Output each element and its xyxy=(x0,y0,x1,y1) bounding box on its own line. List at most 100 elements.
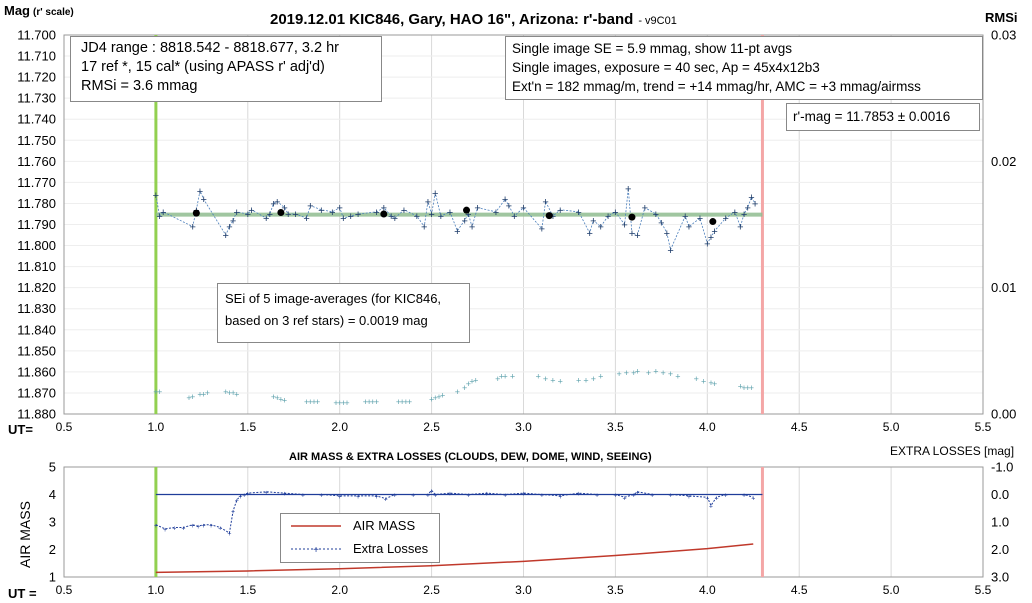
legend-extra-losses-marker: + xyxy=(313,545,319,556)
single-image-point: + xyxy=(230,215,236,227)
single-image-point: + xyxy=(447,207,453,219)
rmsi-point: + xyxy=(311,397,316,407)
rmsi-point: + xyxy=(712,379,717,389)
rmsi-point: + xyxy=(315,397,320,407)
single-image-point: + xyxy=(752,198,758,210)
bottom-x-tick-label: 2.5 xyxy=(423,583,440,597)
single-image-point: + xyxy=(438,211,444,223)
extra-losses-point: + xyxy=(374,494,378,501)
bottom-y-tick-label: 2 xyxy=(49,542,56,557)
rmsi-point: + xyxy=(495,374,500,384)
single-image-point: + xyxy=(303,213,309,225)
rmsi-point: + xyxy=(701,377,706,387)
rmsi-text: RMSi = 3.6 mmag xyxy=(81,78,198,94)
single-image-point: + xyxy=(708,232,714,244)
top-chart-title: 2019.12.01 KIC846, Gary, HAO 16", Arizon… xyxy=(270,11,677,28)
top-y-tick-label: 11.870 xyxy=(17,385,56,400)
single-image-point: + xyxy=(234,207,240,219)
single-image-point: + xyxy=(511,211,517,223)
extra-losses-point: + xyxy=(595,493,599,500)
rmsi-point: + xyxy=(455,387,460,397)
single-image-point: + xyxy=(285,209,291,221)
single-image-point: + xyxy=(392,213,398,225)
bottom-y2-axis-label: EXTRA LOSSES [mag] xyxy=(890,444,1014,458)
rmsi-point: + xyxy=(473,375,478,385)
rmsi-point: + xyxy=(510,372,515,382)
bottom-x-tick-label: 3.0 xyxy=(515,583,532,597)
rmsi-point: + xyxy=(502,372,507,382)
average-point xyxy=(192,209,200,217)
bottom-x-axis-label: UT = xyxy=(8,586,37,601)
single-image-point: + xyxy=(307,201,313,213)
extra-losses-point: + xyxy=(238,494,242,501)
top-y2-tick-label: 0.02 xyxy=(991,154,1016,169)
extra-losses-point: + xyxy=(246,491,250,498)
single-image-point: + xyxy=(160,207,166,219)
single-image-point: + xyxy=(274,196,280,208)
extra-losses-point: + xyxy=(751,495,755,502)
exposure-text: Single images, exposure = 40 sec, Ap = 4… xyxy=(512,60,820,75)
extra-losses-point: + xyxy=(227,531,231,538)
jd-range-text: JD4 range : 8818.542 - 8818.677, 3.2 hr xyxy=(81,40,339,56)
extra-losses-point: + xyxy=(448,491,452,498)
extra-losses-point: + xyxy=(242,493,246,500)
rmsi-point: + xyxy=(370,397,375,407)
rmsi-point: + xyxy=(374,397,379,407)
rmsi-point: + xyxy=(337,398,342,408)
top-y-tick-label: 11.750 xyxy=(17,133,56,148)
top-x-tick-label: 2.5 xyxy=(423,420,440,434)
single-image-point: + xyxy=(465,209,471,221)
single-image-point: + xyxy=(461,215,467,227)
single-image-point: + xyxy=(318,205,324,217)
rmsi-point: + xyxy=(205,388,210,398)
top-x-tick-label: 5.5 xyxy=(975,420,992,434)
ref-stars-text: 17 ref *, 15 cal* (using APASS r' adj'd) xyxy=(81,59,325,75)
rmsi-point: + xyxy=(591,374,596,384)
single-image-point: + xyxy=(642,203,648,215)
rmsi-point: + xyxy=(363,397,368,407)
top-y-tick-label: 11.790 xyxy=(17,217,56,232)
top-chart-title-suffix: - v9C01 xyxy=(638,15,677,27)
single-image-point: + xyxy=(741,209,747,221)
top-y-tick-label: 11.770 xyxy=(17,175,56,190)
bottom-x-tick-label: 5.5 xyxy=(975,583,992,597)
bottom-y-tick-label: 1 xyxy=(49,570,56,585)
extra-losses-point: + xyxy=(181,526,185,533)
single-image-point: + xyxy=(454,226,460,238)
single-image-point: + xyxy=(732,207,738,219)
single-image-se-text: Single image SE = 5.9 mmag, show 11-pt a… xyxy=(512,41,793,56)
bottom-y-tick-label: 5 xyxy=(49,460,56,475)
top-x-tick-label: 0.5 xyxy=(56,420,73,434)
rmsi-point: + xyxy=(631,368,636,378)
top-y-tick-label: 11.710 xyxy=(17,49,56,64)
single-image-point: + xyxy=(226,222,232,234)
rmsi-point: + xyxy=(624,368,629,378)
rmsi-point: + xyxy=(333,398,338,408)
single-image-point: + xyxy=(432,188,438,200)
rmsi-point: + xyxy=(308,397,313,407)
extra-losses-point: + xyxy=(623,495,627,502)
sei-text-line1: SEi of 5 image-averages (for KIC846, xyxy=(225,291,442,306)
rmsi-point: + xyxy=(396,397,401,407)
average-point xyxy=(628,213,636,221)
extra-losses-point: + xyxy=(635,490,639,497)
average-point xyxy=(463,206,471,214)
single-image-point: + xyxy=(153,190,159,202)
single-image-point: + xyxy=(428,209,434,221)
rmsi-point: + xyxy=(223,387,228,397)
rmsi-point: + xyxy=(407,397,412,407)
rmsi-point: + xyxy=(536,372,541,382)
extra-losses-point: + xyxy=(191,523,195,530)
rmsi-point: + xyxy=(466,379,471,389)
single-image-point: + xyxy=(329,207,335,219)
extra-losses-point: + xyxy=(668,493,672,500)
extra-losses-point: + xyxy=(218,526,222,533)
rmsi-point: + xyxy=(576,375,581,385)
rmsi-point: + xyxy=(400,397,405,407)
rmsi-point: + xyxy=(616,369,621,379)
bottom-y-tick-label: 4 xyxy=(49,487,56,502)
top-y-tick-label: 11.810 xyxy=(17,259,56,274)
single-image-point: + xyxy=(634,230,640,242)
bottom-y2-tick-label: -1.0 xyxy=(991,460,1013,475)
top-y-tick-label: 11.760 xyxy=(17,154,56,169)
